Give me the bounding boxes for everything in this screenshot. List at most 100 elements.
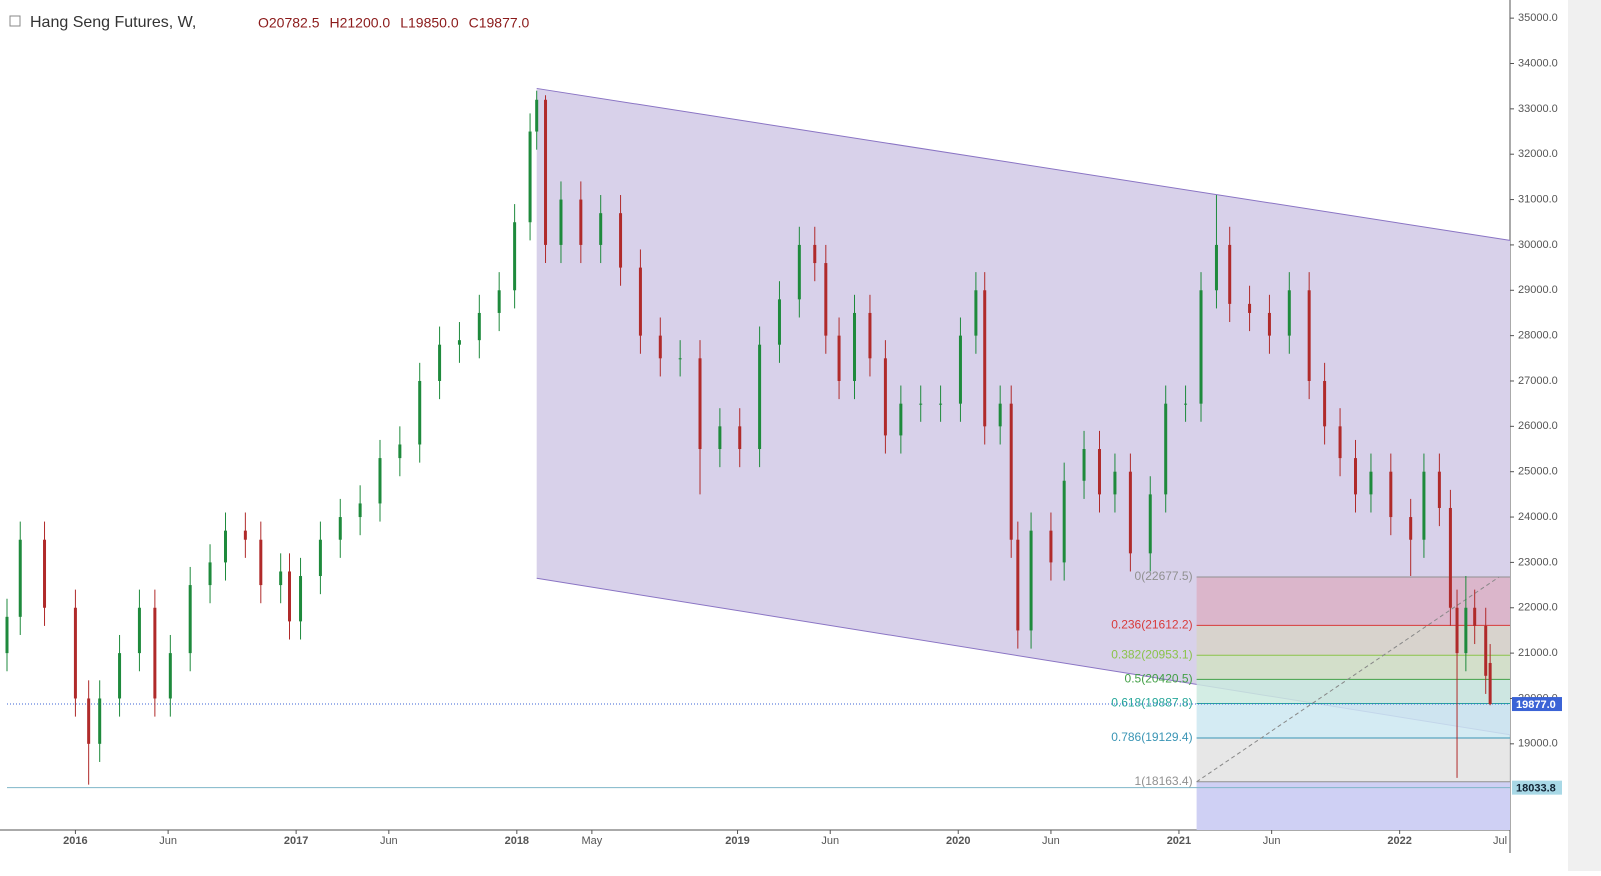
price-box-label: 19877.0 (1516, 699, 1556, 711)
candle-body (1422, 471, 1426, 540)
candle-body (358, 503, 362, 518)
candle-body (457, 340, 461, 345)
fib-band (1196, 577, 1510, 626)
candle-body (638, 267, 642, 336)
candle-body (1464, 607, 1468, 654)
x-tick-label: 2021 (1167, 835, 1191, 847)
chart-title: Hang Seng Futures, W, (30, 14, 196, 31)
candle-body (73, 607, 77, 699)
candle-body (1184, 403, 1188, 405)
candle-body (259, 539, 263, 586)
candle-body (983, 290, 987, 427)
x-tick-label: May (581, 835, 602, 847)
y-tick-label: 23000.0 (1518, 556, 1558, 568)
y-tick-label: 22000.0 (1518, 602, 1558, 614)
fib-trend (1196, 576, 1500, 783)
candle-body (958, 335, 962, 404)
candle-body (718, 426, 722, 450)
y-tick-label: 27000.0 (1518, 375, 1558, 387)
candle-body (208, 562, 212, 586)
side-strip (1568, 0, 1601, 871)
candle-body (168, 653, 172, 699)
candle-body (1128, 471, 1132, 554)
candle-body (513, 222, 517, 291)
x-tick-label: 2020 (946, 835, 970, 847)
candle-body (438, 344, 442, 381)
y-tick-label: 32000.0 (1518, 148, 1558, 160)
candle-body (288, 571, 292, 622)
fib-label: 0(22677.5) (1135, 569, 1193, 583)
y-tick-label: 35000.0 (1518, 12, 1558, 24)
candle-body (868, 312, 872, 359)
x-tick-label: 2018 (505, 835, 529, 847)
collapse-icon[interactable] (9, 15, 21, 27)
x-tick-label: 2022 (1387, 835, 1411, 847)
fib-band (1196, 737, 1510, 782)
candle-body (1049, 530, 1053, 563)
candle-body (579, 199, 583, 245)
candle-body (18, 539, 22, 617)
candle-body (738, 426, 742, 450)
candle-body (658, 335, 662, 359)
y-tick-label: 33000.0 (1518, 103, 1558, 115)
candle-body (1338, 426, 1342, 459)
candle-body (497, 290, 501, 313)
candle-body (899, 403, 903, 436)
candle-body (777, 299, 781, 345)
candle-body (153, 607, 157, 699)
header-values: O20782.5 H21200.0 L19850.0 C19877.0 (258, 15, 530, 31)
candle-body (1409, 517, 1413, 540)
candle-body (824, 263, 828, 336)
x-tick-label: Jun (159, 835, 177, 847)
y-tick-label: 28000.0 (1518, 330, 1558, 342)
candle-body (1473, 607, 1477, 626)
candle-body (535, 99, 539, 132)
header-value: L19850.0 (400, 15, 459, 31)
candle-body (1267, 312, 1271, 336)
candle-body (398, 444, 402, 459)
header-value: H21200.0 (330, 15, 391, 31)
y-tick-label: 24000.0 (1518, 511, 1558, 523)
candle-body (758, 344, 762, 450)
fib-label: 0.382(20953.1) (1111, 647, 1192, 661)
candle-body (1287, 290, 1291, 336)
y-tick-label: 29000.0 (1518, 284, 1558, 296)
candle-body (5, 616, 9, 654)
x-tick-label: 2016 (63, 835, 87, 847)
x-tick-label: Jun (1042, 835, 1060, 847)
candle-body (1009, 403, 1013, 540)
candle-body (883, 358, 887, 436)
candle-body (559, 199, 563, 245)
candle-body (1354, 458, 1358, 495)
candle-body (939, 403, 943, 405)
fib-band (1196, 679, 1510, 704)
candle-body (299, 576, 303, 622)
candle-body (1437, 471, 1441, 508)
candle-body (279, 571, 283, 586)
candle-body (1062, 480, 1066, 563)
candle-body (1448, 507, 1452, 608)
channel-line (536, 87, 1511, 241)
candle-body (98, 698, 102, 744)
candle-body (1484, 625, 1488, 676)
fib-label: 1(18163.4) (1135, 774, 1193, 788)
candle-body (1323, 380, 1327, 427)
candle-body (1369, 471, 1373, 495)
header-value: O20782.5 (258, 15, 320, 31)
y-tick-label: 34000.0 (1518, 57, 1558, 69)
x-tick-label: Jun (380, 835, 398, 847)
candle-body (188, 585, 192, 654)
y-tick-label: 30000.0 (1518, 239, 1558, 251)
fib-label: 0.5(20420.5) (1125, 672, 1193, 686)
candle-body (477, 312, 481, 341)
fib-band (1196, 625, 1510, 656)
price-box (1512, 780, 1562, 795)
candle-body (1455, 607, 1459, 654)
x-tick-label: 2019 (725, 835, 749, 847)
candle-body (1164, 403, 1168, 495)
candle-body (1389, 471, 1393, 518)
fib-band (1196, 703, 1510, 738)
price-box-label: 18033.8 (1516, 783, 1556, 795)
